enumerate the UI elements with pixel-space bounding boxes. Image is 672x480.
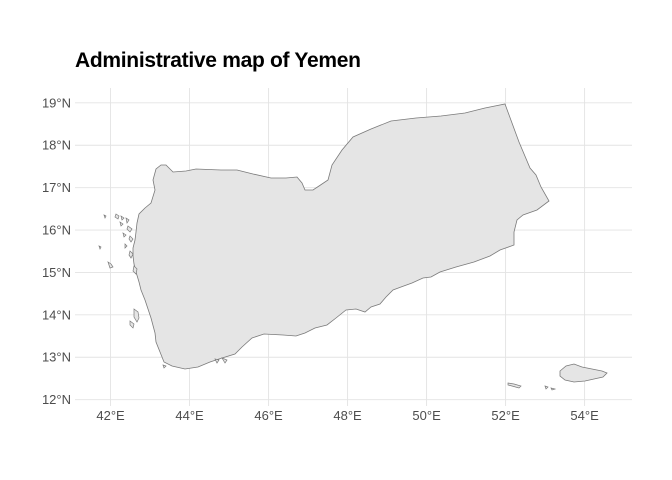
abd-al-kuri-island xyxy=(507,382,522,389)
lon-tick-label: 46°E xyxy=(254,408,283,423)
socotra-island xyxy=(559,363,608,383)
lon-tick-label: 52°E xyxy=(491,408,520,423)
lon-tick-label: 44°E xyxy=(175,408,204,423)
yemen-mainland xyxy=(132,103,550,370)
red-sea-islands xyxy=(98,213,557,391)
lon-tick-label: 42°E xyxy=(96,408,125,423)
yemen-landmass xyxy=(98,103,608,391)
lat-tick-label: 18°N xyxy=(42,138,71,153)
lon-tick-label: 54°E xyxy=(570,408,599,423)
lat-tick-label: 14°N xyxy=(42,307,71,322)
axis-labels: 42°E 44°E 46°E 48°E 50°E 52°E 54°E 12°N … xyxy=(42,95,599,423)
map-title: Administrative map of Yemen xyxy=(75,49,361,72)
lat-tick-label: 12°N xyxy=(42,392,71,407)
lat-tick-label: 15°N xyxy=(42,265,71,280)
lat-tick-label: 17°N xyxy=(42,180,71,195)
lat-tick-label: 19°N xyxy=(42,95,71,110)
lon-tick-label: 48°E xyxy=(333,408,362,423)
lon-tick-label: 50°E xyxy=(412,408,441,423)
lat-tick-label: 16°N xyxy=(42,223,71,238)
lat-tick-label: 13°N xyxy=(42,350,71,365)
